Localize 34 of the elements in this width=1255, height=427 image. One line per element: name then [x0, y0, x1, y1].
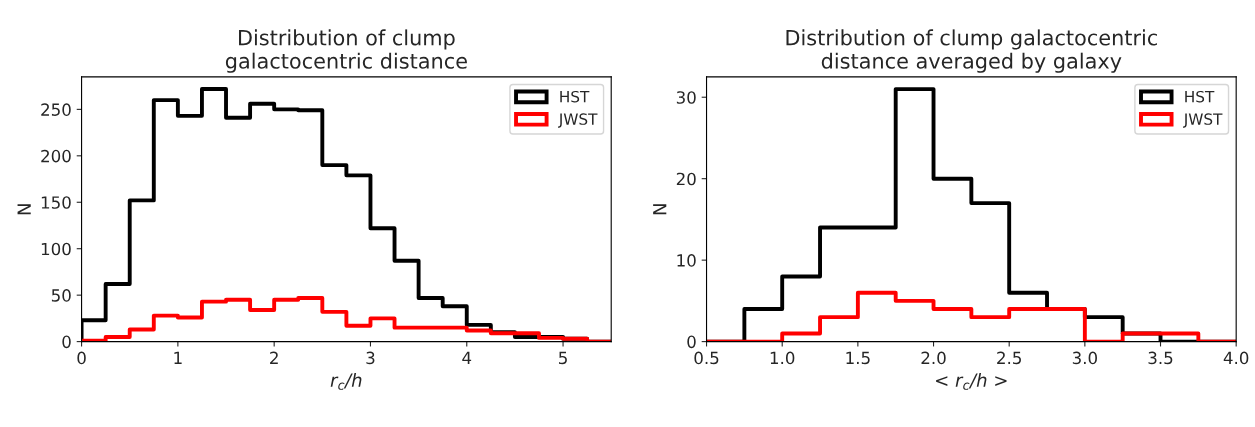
y-axis-title: N	[653, 204, 667, 215]
x-tick-label: 0.5	[694, 351, 719, 365]
x-tick-label: 3.5	[1148, 351, 1173, 365]
x-tick-label: 2.5	[997, 351, 1021, 365]
legend-label: HST	[560, 90, 590, 103]
x-axis-title: < r$_{c}$/h >	[936, 373, 1007, 390]
legend-label: JWST	[558, 113, 598, 128]
legend-label: HST	[1185, 90, 1215, 103]
x-tick-label: 1.0	[770, 351, 795, 365]
y-tick-label: 0	[687, 335, 696, 349]
chart-title: Distribution of clump galactocentric distance	[225, 29, 467, 73]
y-tick-label: 250	[41, 103, 71, 116]
x-tick-label: 4.0	[1223, 351, 1249, 365]
y-tick-label: 30	[676, 91, 696, 104]
chart-title: Distribution of clump galactocentric distance averaged by galaxy	[786, 29, 1157, 73]
x-tick-label: 3	[366, 351, 375, 365]
y-tick-label: 20	[676, 172, 696, 186]
x-tick-label: 1	[174, 351, 182, 364]
y-tick-label: 100	[41, 242, 71, 256]
y-tick-label: 50	[51, 289, 71, 302]
y-tick-label: 10	[677, 254, 696, 267]
x-tick-label: 2.0	[921, 351, 946, 365]
x-tick-label: 2	[270, 351, 278, 364]
y-tick-label: 0	[62, 335, 71, 349]
y-tick-label: 150	[41, 196, 71, 209]
x-tick-label: 0	[77, 351, 86, 365]
y-axis-title: N	[17, 204, 31, 215]
x-tick-label: 4	[462, 351, 472, 364]
x-tick-label: 5	[559, 351, 567, 365]
x-tick-label: 1.5	[846, 351, 870, 365]
x-axis-title: r$_{c}$/h	[330, 373, 362, 390]
x-tick-label: 3.0	[1072, 351, 1097, 365]
y-tick-label: 200	[41, 149, 71, 163]
legend-label: JWST	[1182, 113, 1223, 128]
